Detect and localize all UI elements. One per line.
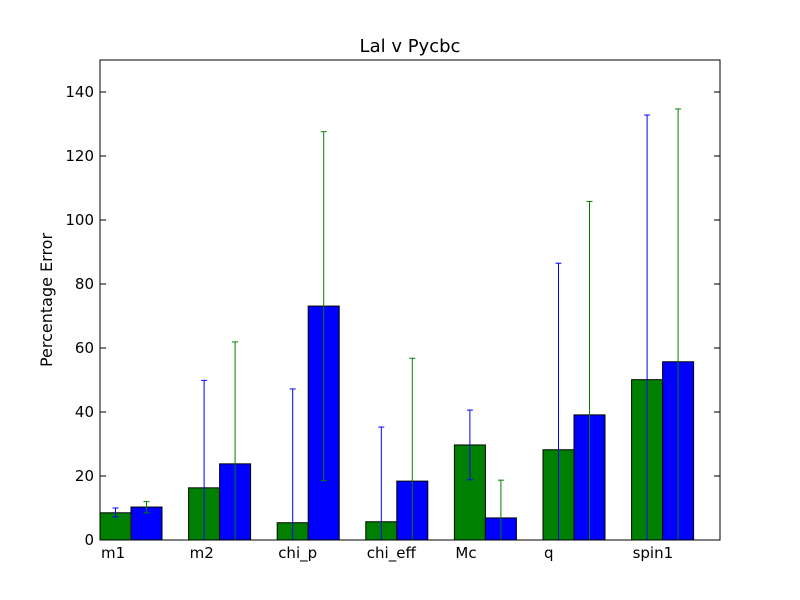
x-tick-label-m1: m1 <box>101 544 125 562</box>
error-bar-spin1-series-2 <box>675 108 682 540</box>
error-bar-chi_p-series-1 <box>289 388 296 540</box>
error-bar-m2-series-1 <box>201 379 208 540</box>
error-bar-q-series-2 <box>586 200 593 540</box>
error-bar-m1-series-1 <box>112 507 119 518</box>
bars-layer <box>99 305 695 541</box>
x-tick-label-Mc: Mc <box>455 544 476 562</box>
error-bar-chi_eff-series-2 <box>409 357 416 540</box>
y-tick-label: 20 <box>75 467 94 485</box>
plot-area-frame <box>99 59 721 541</box>
error-bar-Mc-series-2 <box>497 479 504 540</box>
y-axis-label: Percentage Error <box>37 233 56 368</box>
error-bar-m2-series-2 <box>232 341 239 540</box>
error-bar-chi_p-series-2 <box>320 131 327 481</box>
x-tick-label-chi_p: chi_p <box>278 544 317 563</box>
chart-title: Lal v Pycbc <box>360 36 461 57</box>
y-tick-label: 80 <box>75 275 94 293</box>
y-tick-label: 40 <box>75 403 94 421</box>
x-tick-label-m2: m2 <box>190 544 214 562</box>
x-tick-label-spin1: spin1 <box>633 544 674 562</box>
error-bar-chi_eff-series-1 <box>378 426 385 540</box>
x-tick-label-q: q <box>544 544 554 562</box>
error-bar-spin1-series-1 <box>644 114 651 540</box>
y-tick-label: 0 <box>84 531 94 549</box>
axis-ticks: m1 m2 chi_p chi_eff Mc q spin1 0 20 40 60 80 100 120 1… <box>65 83 720 563</box>
error-bars-layer <box>112 108 682 540</box>
error-bar-m1-series-2 <box>143 501 150 514</box>
y-tick-label: 140 <box>65 83 94 101</box>
error-bar-Mc-series-1 <box>466 409 473 481</box>
y-tick-label: 100 <box>65 211 94 229</box>
error-bar-q-series-1 <box>555 262 562 540</box>
x-tick-label-chi_eff: chi_eff <box>367 544 417 563</box>
y-tick-label: 120 <box>65 147 94 165</box>
y-tick-label: 60 <box>75 339 94 357</box>
